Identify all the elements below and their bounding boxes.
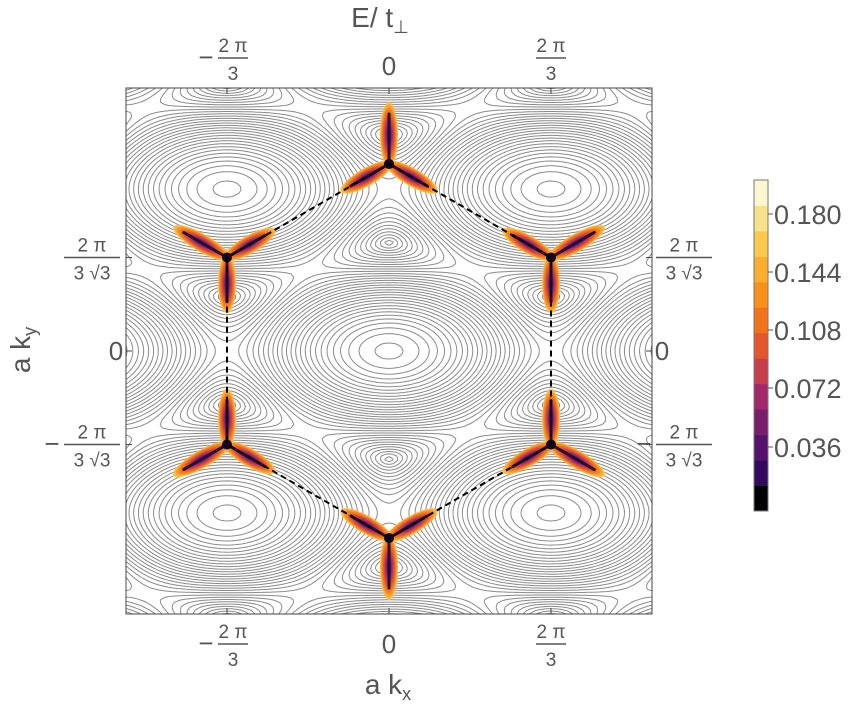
x-tick-label-top: 2 π3 bbox=[536, 36, 567, 85]
x-tick-label-bottom-numerator: 2 π bbox=[219, 622, 248, 643]
x-tick-label-top-sign: − bbox=[198, 42, 213, 72]
y-axis-label: a ky bbox=[5, 327, 40, 373]
x-tick-label-bottom-numerator: 2 π bbox=[537, 622, 566, 643]
y-tick-label-left: −2 π 3 √3 bbox=[44, 423, 120, 472]
colorbar-tick-label: 0.144 bbox=[774, 258, 842, 288]
colorbar-segment bbox=[754, 409, 768, 436]
x-tick-label-bottom-sign: − bbox=[198, 628, 213, 658]
y-tick-label-right-denominator: 3 √3 bbox=[666, 263, 703, 284]
y-tick-label-left-sign: − bbox=[44, 429, 59, 459]
chart-title: E/ t⊥ bbox=[351, 2, 409, 37]
colorbar: 0.180 0.144 0.108 0.072 0.036 bbox=[753, 179, 842, 512]
y-tick-label-right: −2 π 3 √3 bbox=[636, 423, 712, 472]
x-tick-label-bottom: 0 bbox=[382, 629, 396, 659]
x-tick-label-bottom-denominator: 3 bbox=[228, 650, 239, 671]
chart-title-subscript: ⊥ bbox=[393, 17, 409, 37]
y-axis-label-subscript: y bbox=[20, 327, 40, 336]
y-tick-label-left-numerator: 2 π bbox=[78, 235, 107, 256]
x-tick-label-bottom: −2 π 3 bbox=[198, 622, 248, 671]
y-tick-label-right: 0 bbox=[655, 336, 669, 366]
hexagon-path bbox=[226, 162, 552, 540]
colorbar-tick-label: 0.036 bbox=[774, 433, 842, 463]
colorbar-segment bbox=[754, 307, 768, 334]
colorbar-tick-label: 0.180 bbox=[774, 200, 842, 230]
y-tick-label-left-denominator: 3 √3 bbox=[74, 263, 111, 284]
x-tick-label-top: 0 bbox=[382, 51, 396, 81]
colorbar-tick-label: 0.108 bbox=[774, 316, 842, 346]
y-tick-label-right: 2 π 3 √3 bbox=[656, 235, 712, 284]
x-tick-label-top-denominator: 3 bbox=[546, 64, 557, 85]
plot-background bbox=[126, 88, 652, 614]
y-tick-label-right-numerator: 2 π bbox=[670, 235, 699, 256]
colorbar-segment bbox=[754, 205, 768, 232]
y-tick-label-right-sign: − bbox=[636, 429, 651, 459]
hotspot-core bbox=[549, 230, 596, 259]
hotspot-core bbox=[182, 443, 229, 472]
colorbar-tick-label: 0.072 bbox=[774, 374, 842, 404]
y-tick-label-left-numerator: 2 π bbox=[78, 423, 107, 444]
x-tick-label-bottom-denominator: 3 bbox=[546, 650, 557, 671]
colorbar-segment bbox=[754, 485, 768, 512]
x-axis-label: a kx bbox=[365, 669, 411, 704]
x-tick-label-bottom-text: 0 bbox=[382, 629, 396, 659]
y-tick-label-right-numerator: 2 π bbox=[670, 423, 699, 444]
colorbar-segment bbox=[754, 434, 768, 461]
x-tick-label-top: −2 π 3 bbox=[198, 36, 248, 85]
x-tick-label-top-numerator: 2 π bbox=[537, 36, 566, 57]
x-tick-label-top-numerator: 2 π bbox=[219, 36, 248, 57]
colorbar-segment bbox=[754, 358, 768, 385]
x-tick-label-top-denominator: 3 bbox=[228, 64, 239, 85]
hotspot-core bbox=[549, 443, 596, 472]
y-tick-label-left: 2 π 3 √3 bbox=[64, 235, 120, 284]
y-tick-label-left-text: 0 bbox=[109, 336, 123, 366]
x-axis-label-subscript: x bbox=[402, 684, 411, 704]
colorbar-segment bbox=[754, 383, 768, 410]
hotspot-core bbox=[182, 230, 229, 259]
y-tick-label-left-denominator: 3 √3 bbox=[74, 451, 111, 472]
y-tick-label-right-text: 0 bbox=[655, 336, 669, 366]
colorbar-segment bbox=[754, 460, 768, 487]
colorbar-segment bbox=[754, 281, 768, 308]
x-tick-label-bottom: 2 π3 bbox=[536, 622, 567, 671]
colorbar-frame bbox=[753, 179, 769, 512]
zone-boundary bbox=[226, 162, 552, 540]
y-tick-label-right-denominator: 3 √3 bbox=[666, 451, 703, 472]
x-tick-label-top-text: 0 bbox=[382, 51, 396, 81]
colorbar-segment bbox=[754, 256, 768, 283]
colorbar-segment bbox=[754, 332, 768, 359]
colorbar-segment bbox=[754, 180, 768, 206]
colorbar-segment bbox=[754, 230, 768, 257]
hotspot bbox=[172, 388, 276, 478]
y-tick-label-left: 0 bbox=[109, 336, 123, 366]
axis-ticks bbox=[126, 88, 652, 614]
